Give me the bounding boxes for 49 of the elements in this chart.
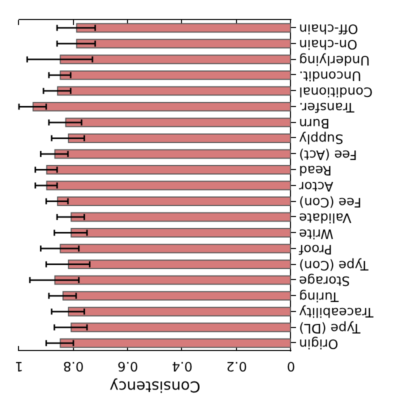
x-tick-label: 0.6 (117, 358, 138, 373)
x-tick-label: 1 (14, 358, 24, 373)
y-tick-label: Conditional (299, 83, 373, 98)
y-tick-label: Transfer. (299, 99, 356, 114)
bar (76, 23, 291, 33)
y-tick-label: Fee (Act) (299, 146, 357, 162)
y-tick-label: Validate (299, 210, 352, 225)
y-tick-label: Write (299, 225, 334, 240)
bar (32, 102, 291, 112)
y-tick-label: Actor (298, 178, 334, 193)
bar (46, 165, 291, 174)
y-tick-label: Type (DL) (299, 320, 362, 335)
bar (70, 228, 291, 238)
y-tick-label: Underlying (299, 52, 370, 67)
bar (46, 180, 291, 190)
y-tick-label: Origin (299, 336, 338, 351)
y-tick-label: Burn (299, 114, 330, 130)
x-tick-label: 0.4 (172, 358, 193, 373)
y-tick-label: Uncondit. (299, 68, 362, 83)
x-tick-label: 0.2 (226, 358, 247, 373)
bar (68, 133, 291, 143)
y-tick-label: Fee (Con) (299, 194, 362, 209)
bar (54, 275, 291, 285)
bar (60, 338, 291, 348)
bar (54, 149, 291, 159)
x-tick-label: 0.8 (63, 358, 84, 373)
y-tick-label: Off-chain (299, 20, 358, 36)
y-tick-label: Type (Con) (299, 256, 370, 272)
y-tick-label: Storage (299, 272, 350, 288)
bar (60, 244, 291, 254)
y-tick-label: Read (299, 162, 332, 178)
bar (68, 306, 291, 316)
bar (65, 118, 291, 128)
bar (68, 260, 291, 270)
bar (60, 70, 291, 80)
x-tick-label: 0 (286, 358, 296, 373)
y-tick-label: Supply (298, 130, 344, 146)
y-tick-label: Traceability (298, 304, 374, 320)
bar (70, 322, 291, 332)
y-tick-label: Proof (298, 241, 332, 256)
x-axis-title: Consistency (110, 378, 200, 396)
bar (76, 38, 291, 48)
bar (60, 54, 291, 64)
y-tick-label: On-chain (299, 36, 358, 52)
y-tick-label: Turing (299, 288, 340, 304)
bar (57, 86, 291, 96)
bar (57, 196, 291, 206)
bar (70, 212, 291, 222)
bar (62, 291, 291, 301)
